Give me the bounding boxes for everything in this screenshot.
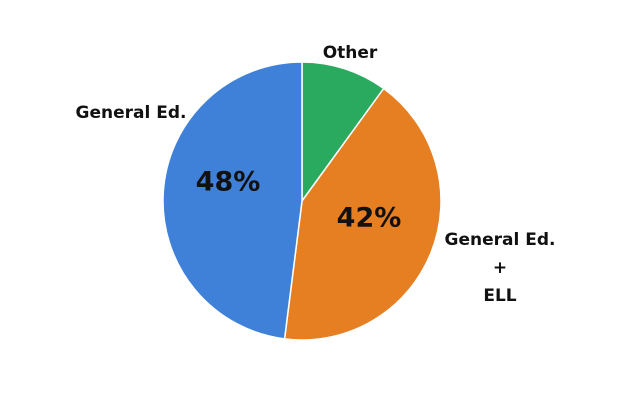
value-label: 42% [337,203,402,234]
pie-slice [283,87,442,341]
category-label-line: ELL [483,286,516,306]
category-label-line: + [493,258,507,278]
category-label: General Ed. [76,103,187,123]
category-label-line: General Ed. [76,103,187,123]
category-label: Other [323,43,378,63]
category-label-line: General Ed. [445,230,556,250]
pie-slice [162,61,303,340]
category-label: General Ed. + ELL [445,230,556,306]
value-label: 48% [196,167,261,198]
category-label-line: Other [323,43,378,63]
pie-slice [301,61,385,204]
